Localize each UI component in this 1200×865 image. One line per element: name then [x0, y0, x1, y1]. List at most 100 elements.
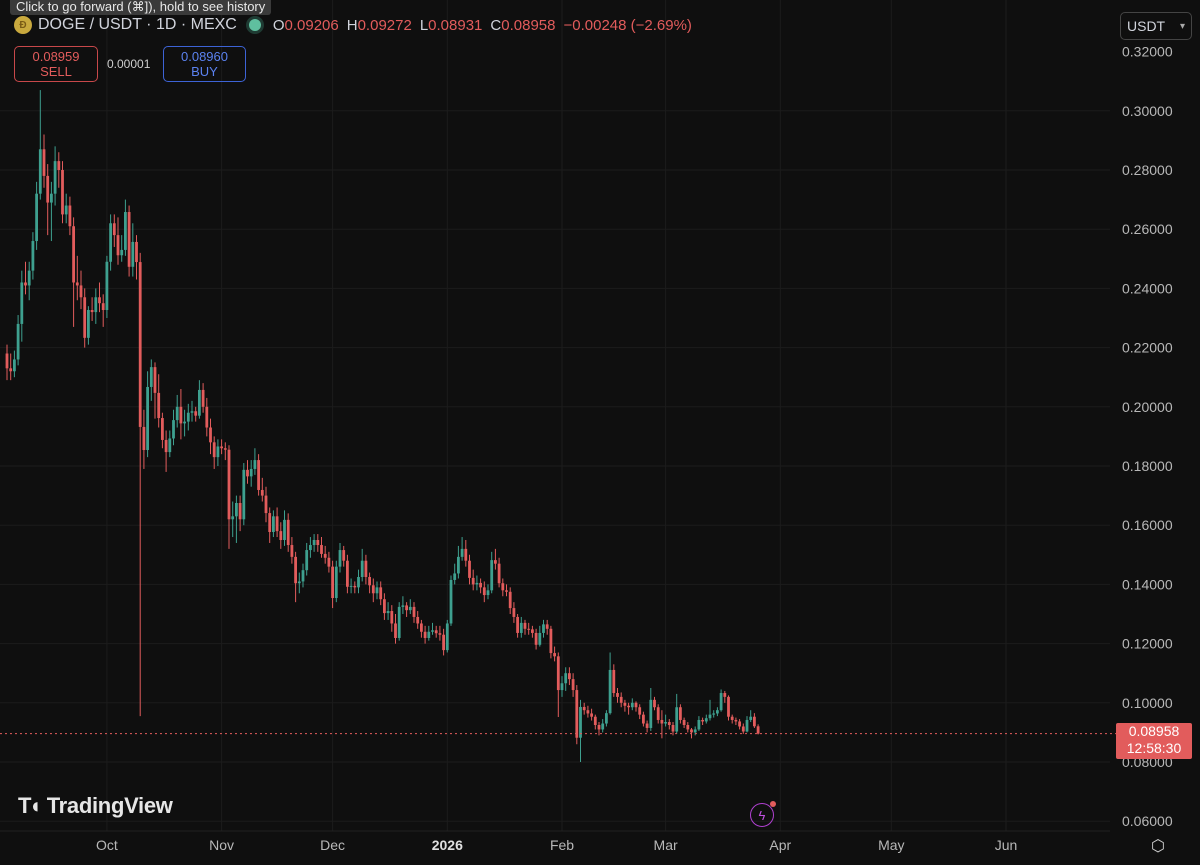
candle-body — [431, 630, 434, 632]
candle-body — [412, 606, 416, 617]
candle-body — [723, 693, 727, 697]
candle-body — [231, 516, 235, 520]
price-tick-label: 0.30000 — [1122, 103, 1173, 119]
candle-up — [124, 199, 127, 256]
candle-body — [312, 540, 316, 546]
candle-body — [634, 702, 638, 708]
candle-down — [667, 719, 671, 730]
candle-down — [246, 460, 249, 484]
candle-up — [94, 288, 98, 324]
candle-body — [186, 412, 190, 422]
candle-body — [201, 389, 205, 407]
candle-down — [623, 699, 627, 712]
candle-down — [220, 439, 223, 455]
candle-down — [223, 442, 227, 461]
candle-body — [630, 702, 634, 708]
candle-down — [286, 513, 290, 552]
candle-body — [560, 683, 564, 691]
candle-down — [556, 652, 560, 718]
buy-button[interactable]: 0.08960 BUY — [163, 46, 246, 82]
candle-body — [575, 690, 579, 738]
candle-down — [638, 704, 642, 720]
candle-down — [616, 688, 619, 703]
candle-body — [727, 696, 730, 717]
candle-up — [297, 572, 301, 594]
candle-up — [375, 581, 379, 600]
candle-body — [9, 368, 13, 372]
sell-button[interactable]: 0.08959 SELL — [14, 46, 98, 82]
candle-body — [653, 699, 656, 708]
candle-up — [305, 542, 309, 576]
candle-down — [57, 152, 61, 188]
candle-body — [105, 261, 109, 311]
time-axis[interactable]: Oct Nov Dec 2026 Feb Mar Apr May Jun — [96, 837, 1017, 853]
candle-body — [593, 716, 597, 725]
candle-body — [519, 622, 523, 633]
time-tick-label: Feb — [550, 837, 574, 853]
candle-body — [264, 495, 268, 514]
candle-body — [538, 632, 542, 645]
candle-body — [320, 545, 323, 554]
candle-up — [216, 439, 220, 466]
candle-down — [571, 673, 575, 697]
candle-body — [112, 223, 116, 236]
candle-down — [612, 664, 616, 697]
candle-body — [13, 359, 16, 372]
candle-down — [442, 628, 445, 656]
lightning-icon[interactable]: ϟ — [750, 801, 776, 827]
candle-body — [235, 503, 238, 517]
candle-up — [490, 551, 494, 594]
candle-up — [87, 306, 90, 345]
candle-down — [593, 714, 597, 730]
candle-down — [468, 554, 471, 585]
candle-down — [379, 581, 383, 606]
candle-body — [383, 599, 386, 614]
price-tick-label: 0.26000 — [1122, 221, 1173, 237]
last-price-tag: 0.08958 12:58:30 — [1116, 723, 1192, 759]
candle-body — [501, 583, 505, 591]
candle-down — [257, 454, 260, 496]
candle-body — [512, 608, 516, 617]
candle-up — [198, 380, 201, 419]
candle-up — [38, 90, 42, 200]
candle-down — [364, 554, 368, 585]
candle-down — [645, 720, 649, 733]
candle-down — [179, 389, 183, 440]
candle-body — [209, 427, 212, 443]
candle-down — [394, 614, 397, 644]
candle-down — [320, 537, 323, 558]
candle-up — [309, 537, 312, 558]
candle-body — [290, 545, 294, 557]
candle-body — [590, 713, 593, 717]
candle-down — [327, 551, 331, 573]
candle-down — [482, 581, 486, 603]
chevron-down-icon: ▾ — [1179, 20, 1185, 32]
symbol-title[interactable]: DOGE / USDT · 1D · MEXC — [38, 16, 237, 33]
currency-select[interactable]: USDT ▾ — [1120, 12, 1192, 40]
candle-down — [112, 214, 116, 247]
candle-down — [294, 551, 297, 603]
price-tick-label: 0.06000 — [1122, 813, 1173, 829]
candle-up — [183, 409, 186, 437]
price-axis[interactable]: 0.32000 0.30000 0.28000 0.26000 0.24000 0.220… — [1122, 44, 1173, 830]
candle-down — [194, 406, 198, 422]
gear-icon[interactable]: ⬡ — [1151, 838, 1165, 855]
candle-down — [634, 701, 638, 712]
candle-body — [301, 570, 305, 582]
candle-down — [227, 445, 231, 549]
candle-down — [161, 412, 164, 449]
tradingview-logo[interactable]: T◖ TradingView — [18, 793, 173, 819]
candle-body — [420, 623, 423, 632]
candle-body — [408, 606, 412, 611]
candle-body — [68, 205, 72, 227]
candle-up — [334, 560, 338, 603]
candle-body — [457, 556, 460, 574]
candle-body — [72, 226, 75, 283]
candle-down — [371, 578, 375, 603]
candle-body — [679, 707, 682, 720]
candle-up — [50, 181, 53, 242]
candle-up — [64, 193, 68, 224]
candle-body — [516, 616, 519, 633]
candle-down — [527, 622, 531, 635]
